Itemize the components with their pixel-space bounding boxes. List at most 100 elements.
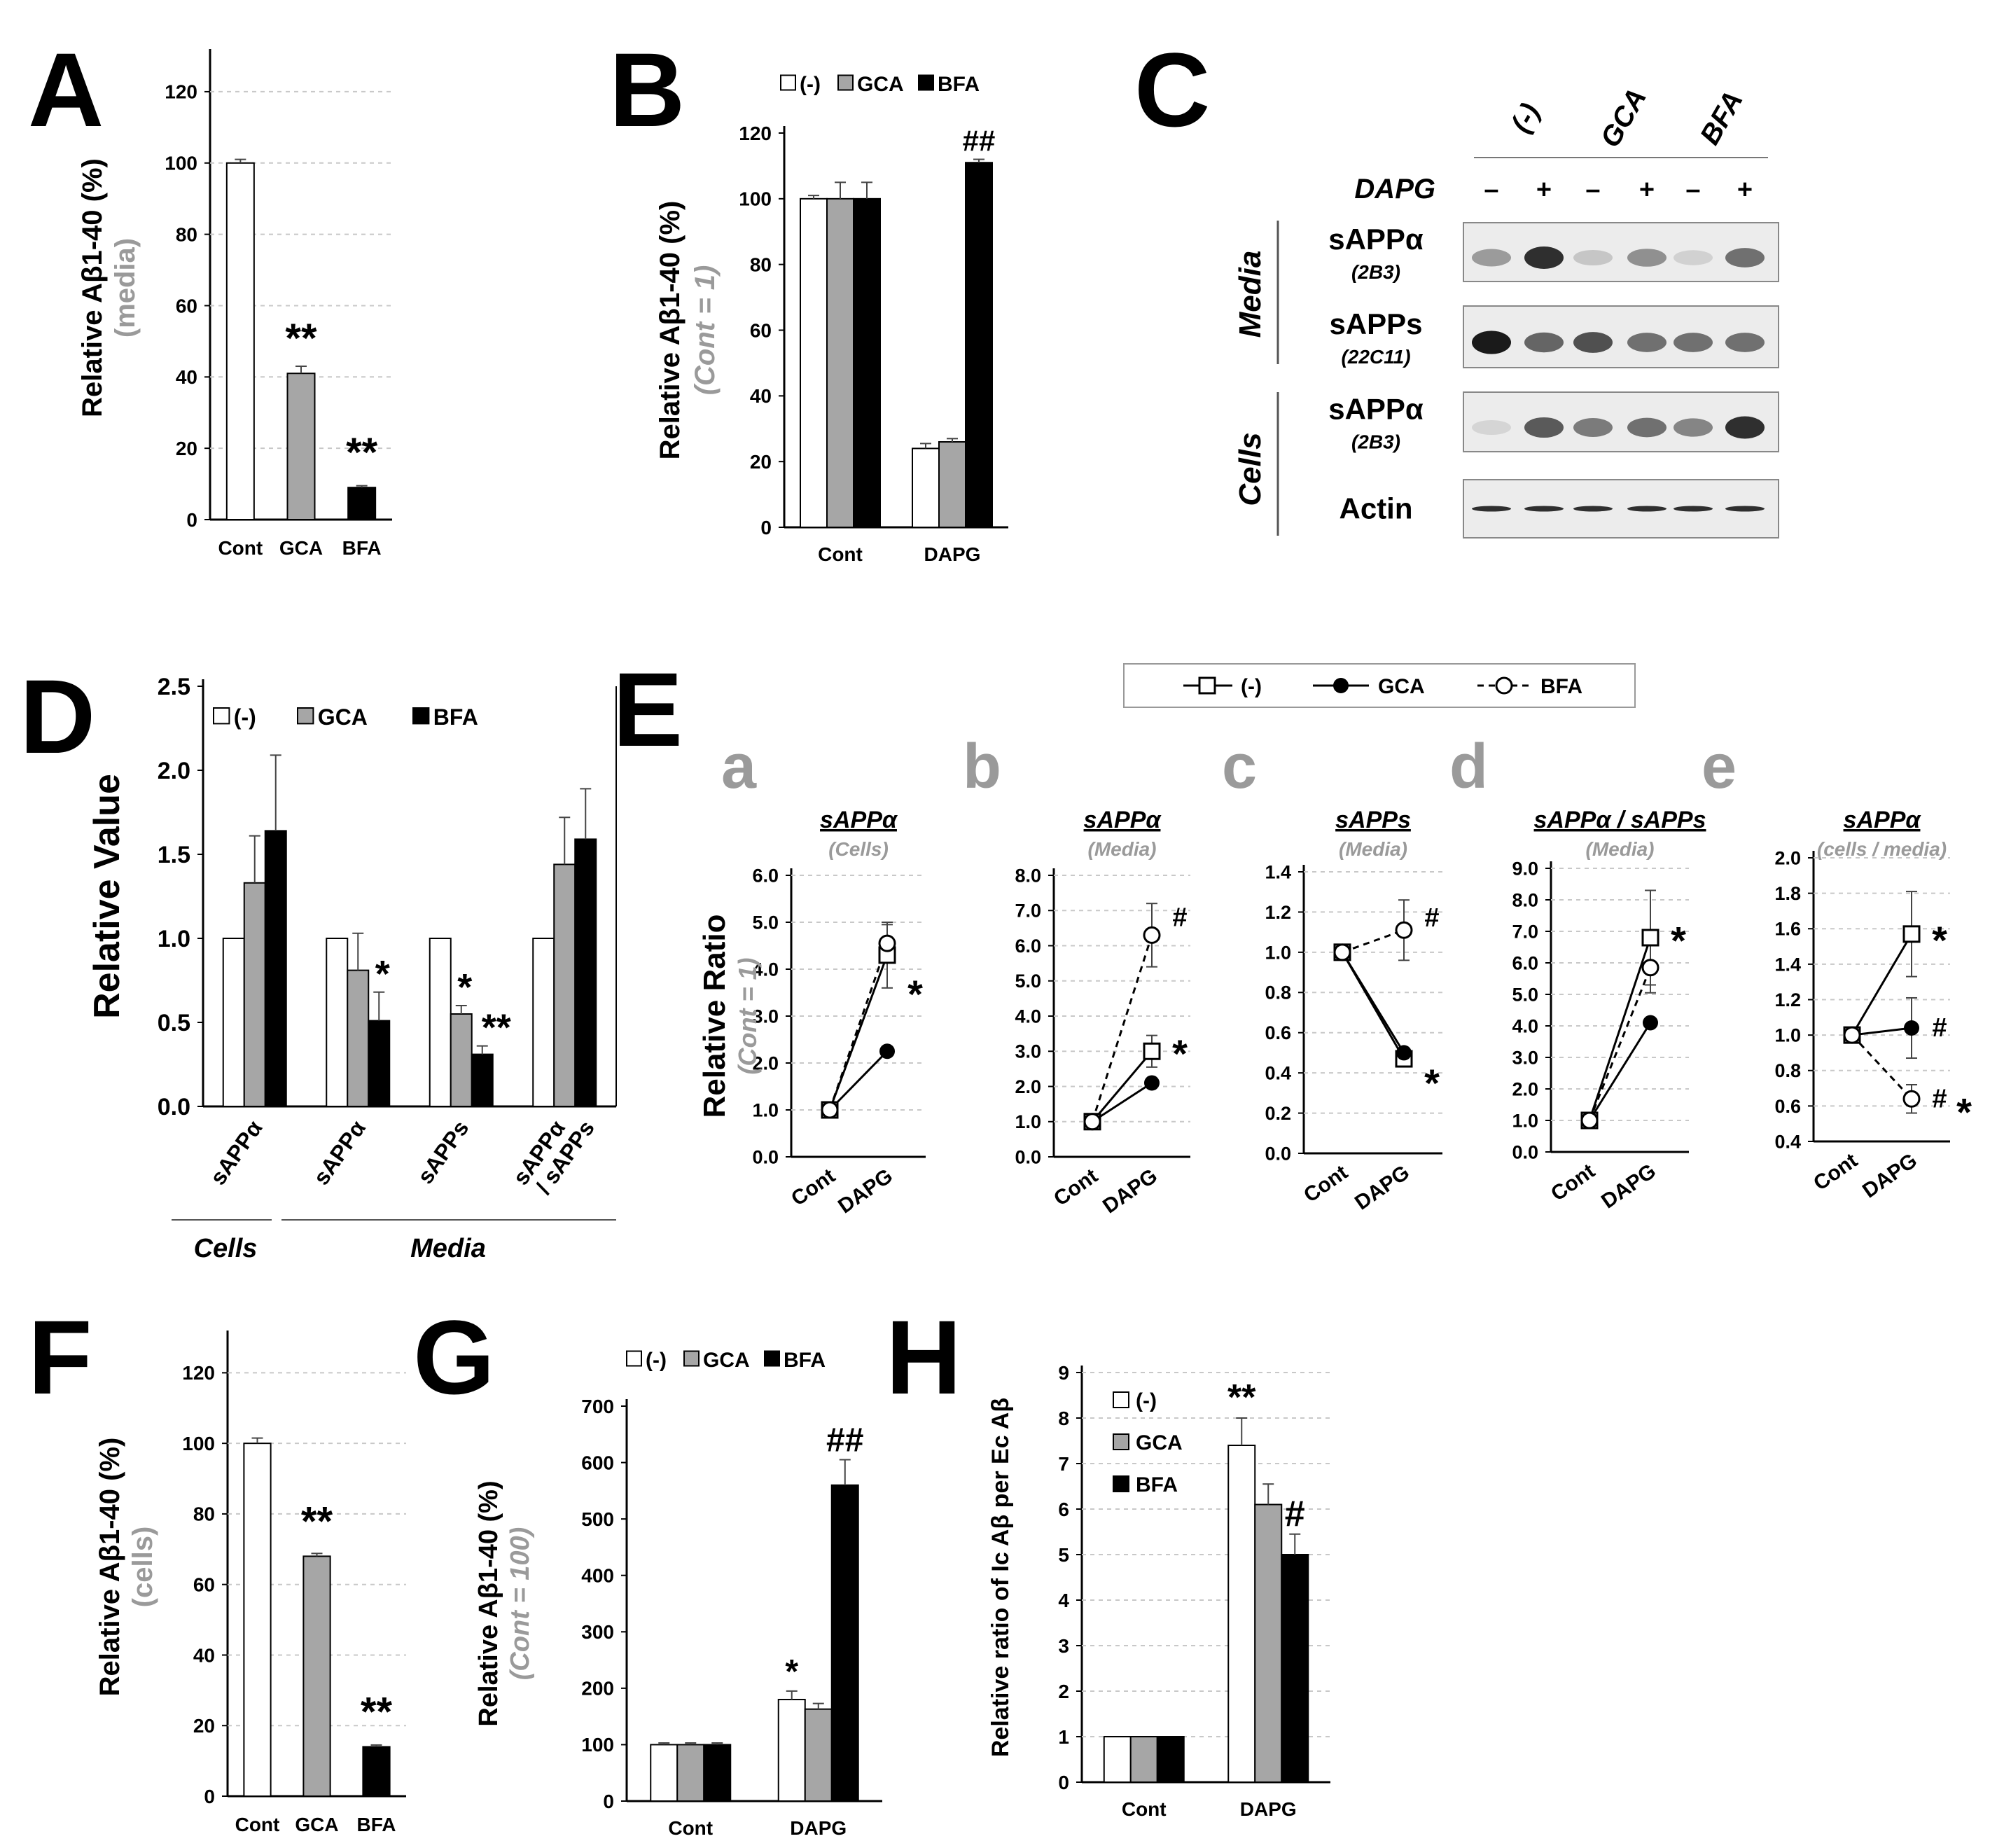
- x-tick-label: DAPG: [1351, 1161, 1414, 1215]
- y-tick-label: 7.0: [1512, 921, 1538, 942]
- y-axis-label: Relative ratio of Ic Aβ per Ec Aβ: [987, 1398, 1014, 1757]
- blot-group-media: Media: [1233, 251, 1267, 338]
- bar: [1103, 1736, 1132, 1783]
- subpanel-title: sAPPα: [820, 807, 898, 833]
- y-tick-label: 1.0: [158, 926, 190, 952]
- subpanel-title: sAPPα: [1844, 807, 1922, 833]
- y-tick-label: 0: [603, 1791, 614, 1812]
- data-point-open-circle: [1641, 959, 1659, 977]
- x-tick-label: DAPG: [790, 1817, 847, 1839]
- data-point-open-circle: [1902, 1090, 1921, 1108]
- blot-row-label: sAPPα: [1328, 223, 1424, 256]
- e-legend-bfa: BFA: [1540, 675, 1582, 698]
- d-group-labels: Cells Media: [172, 1215, 616, 1263]
- series-line: [1092, 1082, 1153, 1123]
- bar: [347, 969, 370, 1107]
- significance-label: *: [457, 966, 472, 1008]
- significance-label: *: [375, 953, 390, 995]
- x-tick-label: Cont: [818, 543, 863, 565]
- y-tick-label: 4: [1058, 1590, 1069, 1611]
- significance-label: *: [1932, 918, 1947, 962]
- y-tick-label: 3.0: [752, 1006, 779, 1027]
- x-tick-label: BFA: [342, 537, 382, 559]
- y-axis-sublabel: (Cont = 100): [506, 1527, 535, 1681]
- significance-label: #: [1424, 903, 1439, 933]
- y-tick-label: 0.6: [1774, 1096, 1801, 1117]
- legend-label-0: (-): [646, 1349, 667, 1372]
- legend-swatch-1: [837, 74, 854, 91]
- subpanel-title: sAPPs: [1335, 807, 1411, 833]
- subpanel-subtitle: (Media): [1339, 838, 1407, 860]
- subpanel-subtitle: (cells / media): [1817, 838, 1947, 860]
- y-axis-label: Relative Value: [87, 774, 127, 1019]
- y-tick-label: 1.2: [1774, 989, 1801, 1010]
- antibody-label: (2B3): [1351, 431, 1400, 453]
- y-tick-label: 500: [581, 1508, 614, 1530]
- panel-letter-H: H: [886, 1298, 961, 1416]
- y-tick-label: 100: [165, 153, 197, 174]
- data-point-open-circle: [1395, 921, 1413, 939]
- y-tick-label: 3: [1058, 1635, 1069, 1657]
- y-tick-label: 20: [176, 438, 197, 459]
- x-tick-label: GCA: [295, 1814, 338, 1835]
- y-tick-label: 20: [193, 1715, 215, 1737]
- y-tick-label: 3.0: [1512, 1047, 1538, 1068]
- y-axis-label: Relative Ratio: [697, 915, 732, 1118]
- series-line: [1851, 933, 1913, 1036]
- y-tick-label: 100: [182, 1433, 215, 1454]
- blot-band: [1472, 419, 1511, 436]
- y-tick-label: 1.4: [1265, 861, 1291, 882]
- data-point-filled-circle: [879, 1043, 895, 1060]
- bar: [362, 1746, 391, 1797]
- y-tick-label: 1.0: [1512, 1110, 1538, 1131]
- bar: [1227, 1445, 1256, 1783]
- subpanel-letter: d: [1449, 732, 1488, 802]
- y-tick-label: 7.0: [1015, 901, 1041, 922]
- bar: [225, 162, 255, 520]
- y-tick-label: 0.0: [1265, 1143, 1291, 1164]
- western-blot: (-) GCA BFA DAPG – + – + – + sAPPα (2B3) sAPPs (22C11…: [1233, 83, 1779, 539]
- blot-band: [1472, 249, 1511, 267]
- chart-B: 0 20 40 60 80 100 120 Cont ## DAPG Relative Aβ1-40…: [655, 73, 1008, 565]
- blot-group-cells: Cells: [1233, 432, 1267, 506]
- y-tick-label: 300: [581, 1621, 614, 1643]
- x-tick-label: DAPG: [1240, 1798, 1297, 1820]
- bar: [243, 1443, 272, 1797]
- blot-band: [1472, 506, 1511, 512]
- significance-label: #: [1932, 1084, 1947, 1113]
- dapg-sign: –: [1484, 175, 1498, 204]
- y-axis-sublabel: (Cont = 1): [733, 958, 762, 1075]
- blot-band: [1524, 246, 1564, 269]
- bar: [326, 938, 349, 1107]
- y-tick-label: 0.8: [1774, 1060, 1801, 1081]
- panel-letter-A: A: [28, 31, 104, 148]
- blot-band: [1524, 332, 1564, 353]
- y-tick-label: 4.0: [752, 959, 779, 980]
- y-tick-label: 100: [581, 1734, 614, 1756]
- legend-label-0: (-): [1136, 1389, 1157, 1412]
- bar: [574, 838, 597, 1108]
- data-point-filled-circle: [1396, 1045, 1412, 1061]
- y-tick-label: 1.0: [1265, 942, 1291, 963]
- y-tick-label: 80: [750, 253, 772, 275]
- chart-F: 0 20 40 60 80 100 120 Cont ** GCA ** BFA Relative Aβ…: [95, 1331, 406, 1835]
- subpanel-letter: a: [721, 732, 757, 802]
- legend-label-2: BFA: [784, 1349, 826, 1372]
- d-group-cells: Cells: [194, 1234, 258, 1263]
- y-tick-label: 200: [581, 1678, 614, 1700]
- x-tick-label: sAPPs: [412, 1116, 474, 1188]
- subpanel-letter: e: [1702, 732, 1737, 802]
- significance-label: *: [1172, 1031, 1188, 1076]
- y-tick-label: 60: [750, 319, 772, 341]
- subpanel-title: sAPPα: [1084, 807, 1162, 833]
- data-point-open-circle: [821, 1101, 839, 1119]
- y-tick-label: 0.4: [1774, 1131, 1801, 1152]
- blot-band: [1674, 333, 1713, 352]
- dapg-sign: –: [1585, 175, 1600, 204]
- subpanel-letter: c: [1222, 732, 1257, 802]
- blot-row-label: Actin: [1340, 492, 1413, 525]
- data-point-filled-circle: [1144, 1075, 1160, 1091]
- y-tick-label: 0.8: [1265, 982, 1291, 1003]
- legend-swatch-2: [1113, 1475, 1129, 1492]
- y-axis-sublabel: (media): [110, 238, 141, 338]
